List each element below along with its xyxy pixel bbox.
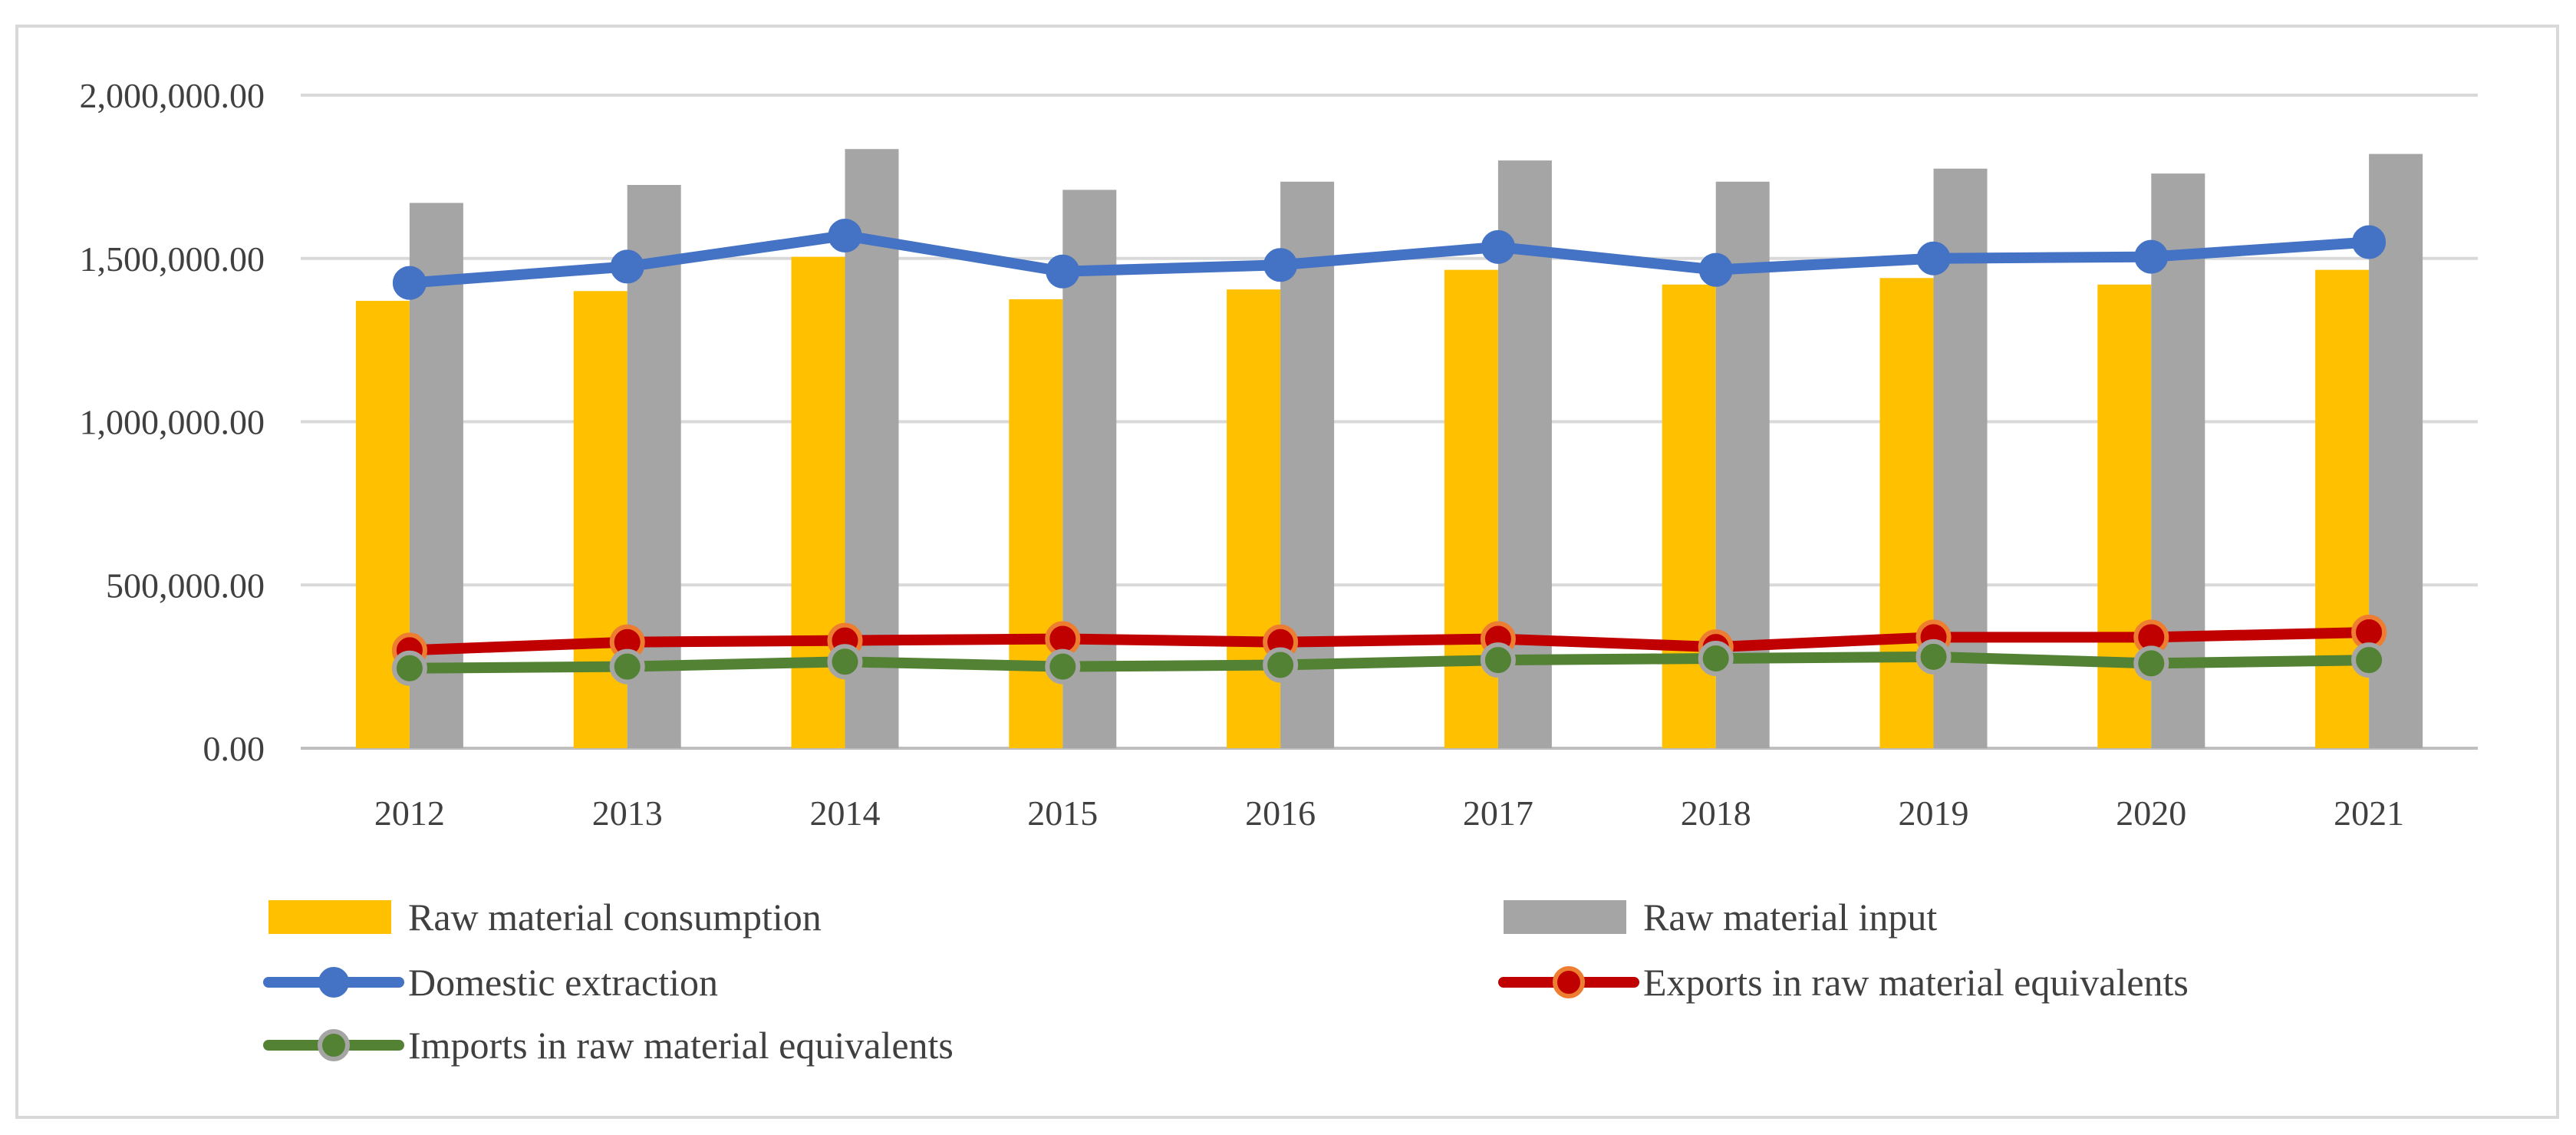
line-imports-in-raw-material-equivalents xyxy=(404,651,2375,674)
legend-label-imports-in-raw-material-equivalents: Imports in raw material equivalents xyxy=(408,1024,954,1067)
x-tick-label: 2018 xyxy=(1681,794,1751,833)
line-domestic-extraction xyxy=(404,229,2375,289)
x-tick-label: 2016 xyxy=(1245,794,1316,833)
x-tick-label: 2020 xyxy=(2116,794,2186,833)
x-tick-label: 2019 xyxy=(1899,794,1969,833)
point-domestic-extraction xyxy=(1698,252,1733,287)
y-tick-label: 500,000.00 xyxy=(106,566,265,605)
bar-raw-material-consumption xyxy=(2315,269,2370,749)
point-imports-in-raw-material-equivalents xyxy=(1916,638,1952,675)
line-exports-in-raw-material-equivalents xyxy=(404,626,2375,656)
y-axis: 0.00 500,000.00 1,000,000.00 1,500,000.00 2,… xyxy=(80,76,265,768)
y-tick-label: 1,500,000.00 xyxy=(80,239,265,279)
legend-label-exports-in-raw-material-equivalents: Exports in raw material equivalents xyxy=(1643,961,2189,1004)
point-imports-in-raw-material-equivalents xyxy=(2351,642,2387,678)
x-axis: 2012 2013 2014 2015 2016 2017 2018 2019 2020 2021 xyxy=(374,794,2404,833)
legend-label-domestic-extraction: Domestic extraction xyxy=(408,961,718,1004)
legend-label-raw-material-input: Raw material input xyxy=(1643,896,1937,939)
bar-raw-material-consumption xyxy=(1444,269,1498,749)
legend-swatch-raw-material-input xyxy=(1504,900,1626,934)
point-imports-in-raw-material-equivalents xyxy=(391,650,427,686)
point-domestic-extraction xyxy=(1046,254,1080,289)
point-domestic-extraction xyxy=(2134,239,2169,274)
legend-marker-exports-in-raw-material-equivalents xyxy=(1553,966,1585,998)
point-domestic-extraction xyxy=(1263,248,1298,282)
x-tick-label: 2021 xyxy=(2334,794,2404,833)
point-domestic-extraction xyxy=(2352,225,2387,259)
point-imports-in-raw-material-equivalents xyxy=(827,644,863,680)
point-imports-in-raw-material-equivalents xyxy=(609,648,645,685)
point-imports-in-raw-material-equivalents xyxy=(2133,645,2169,681)
legend-marker-domestic-extraction xyxy=(318,967,349,998)
point-domestic-extraction xyxy=(1916,241,1951,276)
point-imports-in-raw-material-equivalents xyxy=(1263,647,1299,683)
point-domestic-extraction xyxy=(392,266,427,300)
point-imports-in-raw-material-equivalents xyxy=(1698,640,1734,676)
bar-raw-material-consumption xyxy=(1662,284,1716,748)
lines-layer xyxy=(391,218,2387,686)
legend-marker-imports-in-raw-material-equivalents xyxy=(318,1029,350,1061)
x-tick-label: 2017 xyxy=(1463,794,1533,833)
legend: Raw material consumption Raw material inp… xyxy=(263,896,2189,1067)
legend-label-raw-material-consumption: Raw material consumption xyxy=(408,896,822,939)
point-domestic-extraction xyxy=(828,218,862,252)
x-tick-label: 2015 xyxy=(1027,794,1098,833)
point-imports-in-raw-material-equivalents xyxy=(1045,648,1081,685)
x-tick-label: 2012 xyxy=(374,794,445,833)
y-tick-label: 0.00 xyxy=(203,729,265,768)
bar-raw-material-consumption xyxy=(1879,278,1934,748)
x-tick-label: 2014 xyxy=(810,794,881,833)
point-domestic-extraction xyxy=(1481,229,1515,264)
x-tick-label: 2013 xyxy=(592,794,663,833)
point-domestic-extraction xyxy=(610,249,644,284)
y-tick-label: 1,000,000.00 xyxy=(80,403,265,442)
legend-swatch-raw-material-consumption xyxy=(268,900,391,934)
point-imports-in-raw-material-equivalents xyxy=(1480,642,1516,678)
y-tick-label: 2,000,000.00 xyxy=(80,76,265,115)
